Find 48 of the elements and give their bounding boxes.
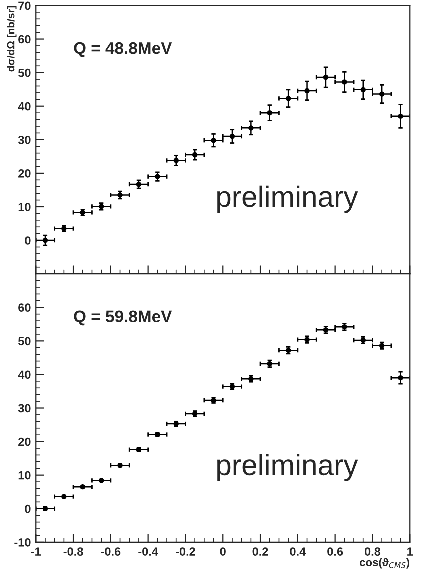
point [304,88,310,94]
point [398,114,404,120]
y-tick-label: 10 [18,471,31,480]
x-tick-label: -0.8 [64,548,84,556]
annotation: Q = 59.8MeV [74,310,172,326]
x-tick-label: 0.6 [328,548,344,556]
y-tick-label: 0 [25,236,31,245]
y-tick-label: 40 [18,102,31,111]
point [230,134,236,140]
y-tick-label: 50 [18,68,31,78]
x-tick-label: 0.2 [252,548,268,556]
point [360,87,366,93]
y-tick-label: 60 [18,35,31,44]
y-tick-label: 50 [18,337,31,346]
annotation: Q = 48.8MeV [74,42,172,58]
x-tick-label: 0.4 [290,548,306,556]
x-tick-label: 1 [408,548,414,556]
y-tick-label: -10 [14,538,31,547]
x-tick-label: 0.8 [364,548,381,556]
x-tick-label: -0.6 [101,548,121,556]
y-tick-label: 20 [18,169,31,178]
point [267,110,272,116]
x-tick-label: -0.4 [138,548,158,556]
annotation: preliminary [218,454,358,482]
point [248,126,254,131]
x-axis-title: cos(ϑ$_{CMS}$) [360,558,410,569]
y-tick-label: 10 [18,203,31,212]
y-tick-label: 70 [18,2,31,10]
point [174,158,179,164]
point [342,80,348,85]
y-tick-label: 30 [18,136,31,144]
annotation: preliminary [218,186,358,214]
y-tick-label: 30 [18,404,31,413]
y-tick-label: 20 [18,438,31,446]
y-tick-label: 0 [25,504,31,514]
x-tick-label: 0 [220,548,226,556]
point [379,92,385,97]
point [323,74,329,80]
x-tick-label: -1 [31,548,42,556]
y-axis-title: dσ/dΩ [nb/sr] [7,6,17,72]
y-tick-label: 40 [18,370,31,380]
x-tick-label: -0.2 [176,548,196,556]
point [211,138,216,144]
y-tick-label: 60 [18,304,31,312]
point [42,238,48,244]
point [192,152,198,158]
point [286,96,292,102]
point [398,375,404,381]
